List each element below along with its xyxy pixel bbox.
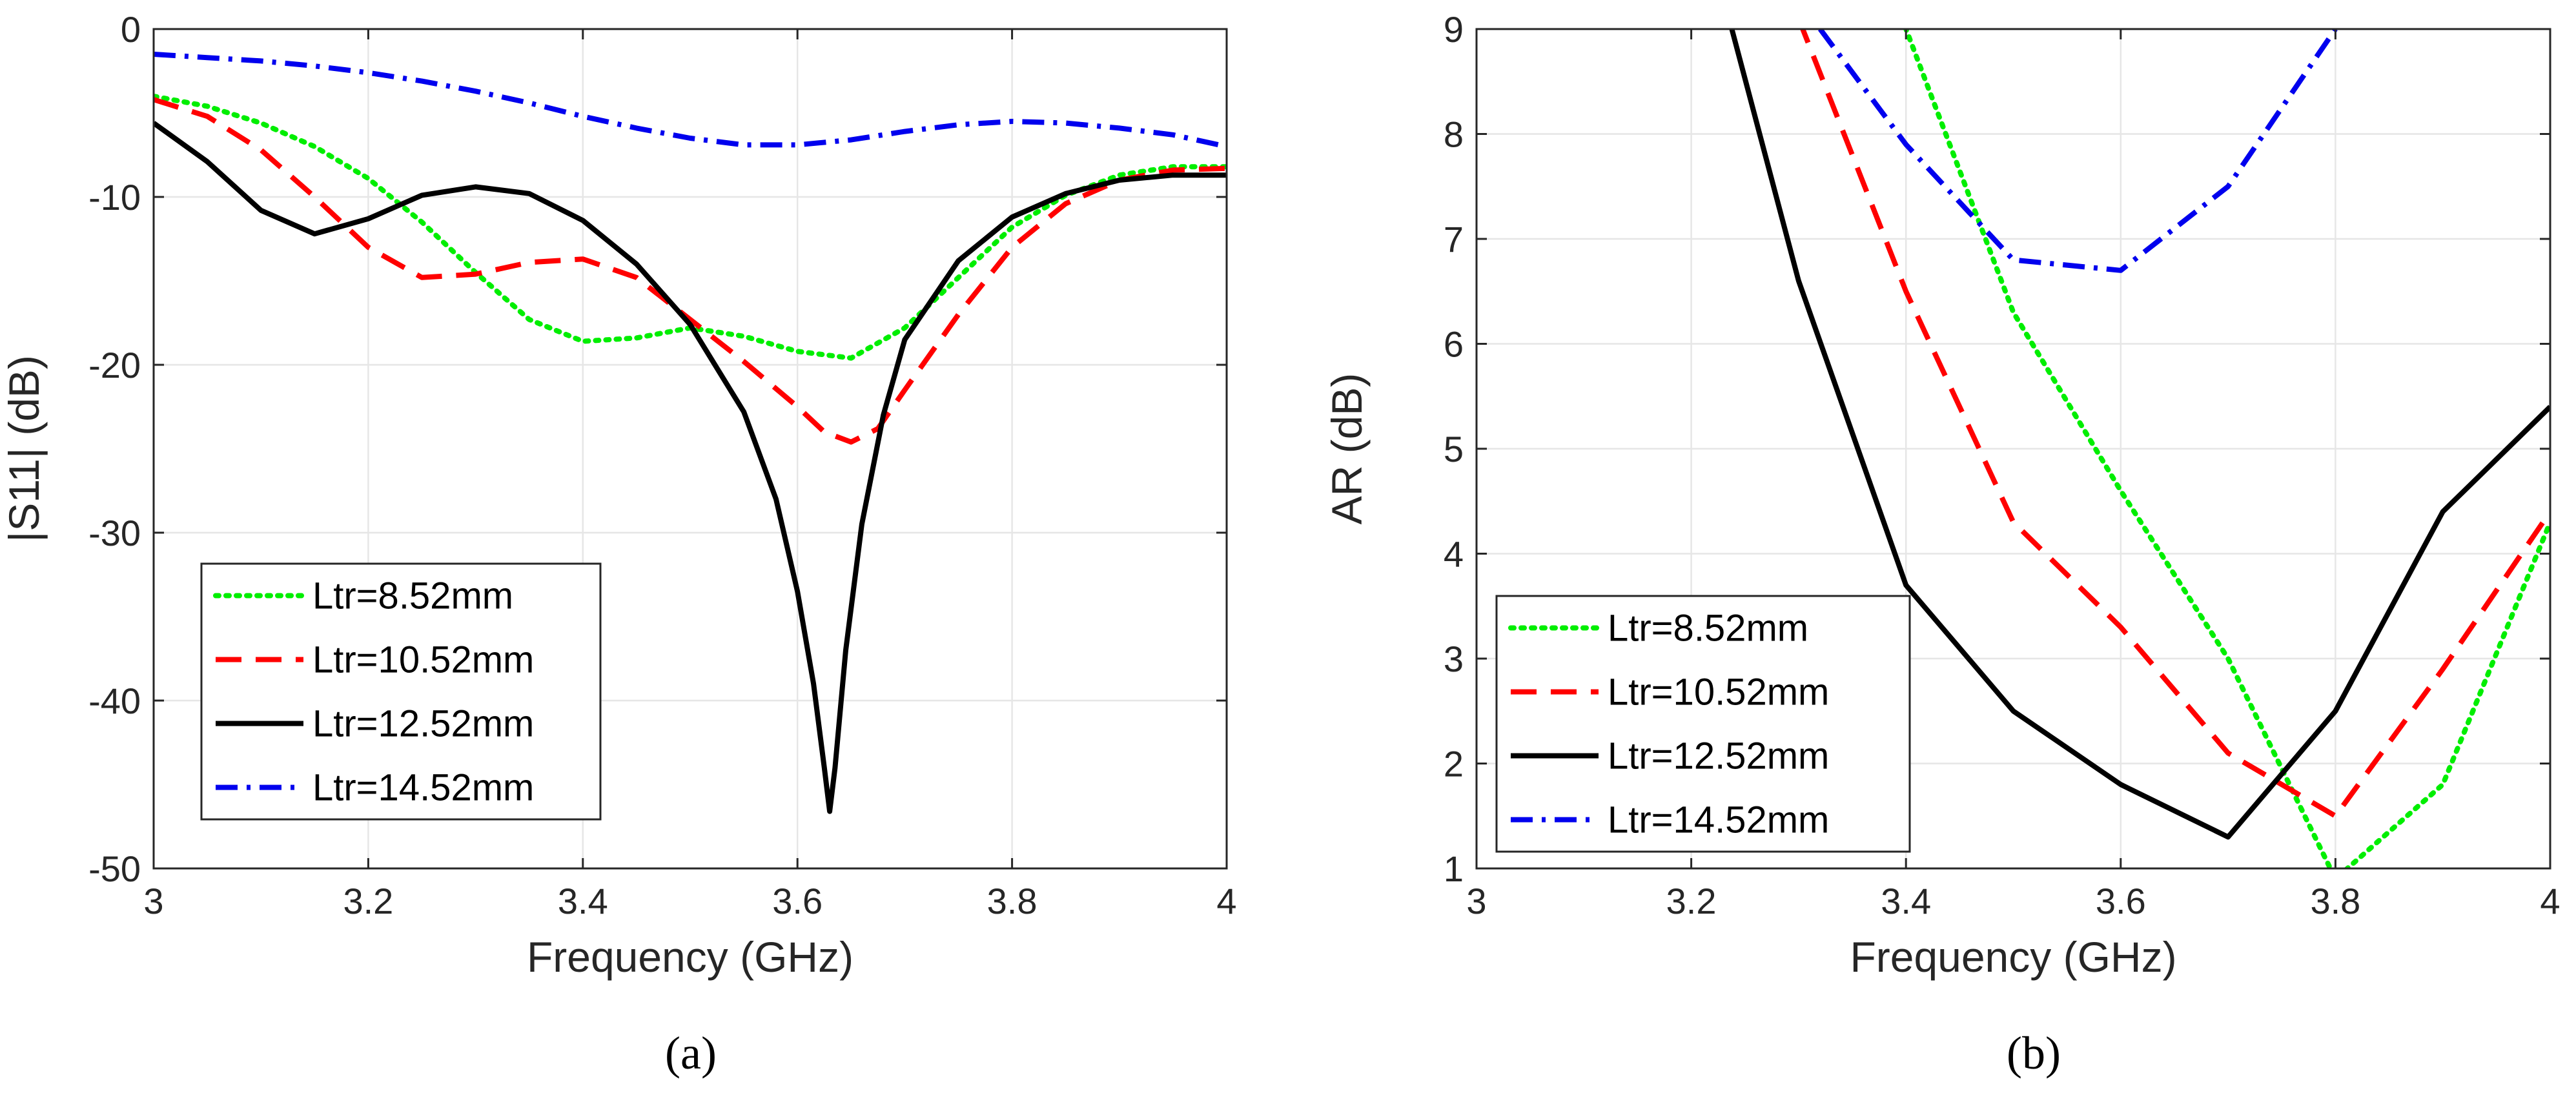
y-tick-label: -40	[88, 681, 141, 721]
y-axis-title: AR (dB)	[1323, 373, 1371, 525]
x-tick-label: 3.8	[2310, 881, 2360, 921]
y-tick-label: 6	[1444, 324, 1464, 365]
legend-label-2: Ltr=10.52mm	[312, 639, 534, 681]
x-tick-label: 3.4	[1881, 881, 1931, 921]
x-tick-label: 3.8	[987, 881, 1038, 921]
series-line-3	[1729, 29, 2550, 840]
legend-label-1: Ltr=8.52mm	[312, 575, 513, 617]
legend: Ltr=8.52mm Ltr=10.52mm Ltr=12.52mm Ltr=14.5…	[1495, 595, 1911, 853]
chart-b: 3 3.2 3.4 3.6 3.8 4 1 2 3 4 5 6 7 8 9 Frequency (GHz) AR…	[1323, 9, 2561, 1079]
legend-label-2: Ltr=10.52mm	[1608, 672, 1829, 713]
y-tick-label: 4	[1444, 534, 1464, 575]
y-tick-label: 8	[1444, 114, 1464, 155]
legend-box	[1495, 595, 1911, 853]
legend-label-1: Ltr=8.52mm	[1608, 608, 1808, 650]
y-tick-label: 3	[1444, 639, 1464, 679]
y-tick-label: -30	[88, 513, 141, 553]
legend-label-4: Ltr=14.52mm	[312, 767, 534, 809]
series-line-4	[1817, 29, 2338, 273]
x-tick-label: 3.4	[558, 881, 608, 921]
x-tick-label: 3	[143, 881, 163, 921]
series-line-3	[154, 121, 1227, 814]
x-tick-label: 3	[1466, 881, 1486, 921]
y-tick-label: 0	[121, 9, 141, 50]
x-tick-label: 4	[2540, 881, 2560, 921]
y-tick-label: 5	[1444, 429, 1464, 469]
chart-a: 3 3.2 3.4 3.6 3.8 4 -50 -40 -30 -20 -10 0 Frequency …	[0, 9, 1237, 1079]
x-tick-label: 4	[1216, 881, 1236, 921]
y-tick-label: -50	[88, 848, 141, 889]
y-axis-title: |S11| (dB)	[0, 355, 48, 542]
series-line-2	[1799, 29, 2550, 819]
series-line-2	[154, 97, 1227, 445]
figure-caption: (b)	[2007, 1027, 2061, 1079]
legend-label-3: Ltr=12.52mm	[312, 703, 534, 745]
x-tick-label: 3.2	[343, 881, 393, 921]
x-tick-label: 3.6	[2096, 881, 2146, 921]
x-tick-label: 3.6	[772, 881, 823, 921]
axes-box	[152, 28, 1228, 870]
y-tick-label: 9	[1444, 9, 1464, 50]
legend-box	[200, 562, 602, 821]
series-line-1	[1903, 29, 2550, 868]
y-tick-label: 2	[1444, 744, 1464, 784]
x-tick-label: 3.2	[1666, 881, 1717, 921]
series-line-4	[154, 52, 1227, 149]
x-axis-title: Frequency (GHz)	[1850, 933, 2176, 981]
y-tick-label: 1	[1444, 848, 1464, 889]
legend-label-3: Ltr=12.52mm	[1608, 735, 1829, 777]
y-tick-label: 7	[1444, 219, 1464, 260]
y-tick-label: -10	[88, 177, 141, 218]
x-axis-title: Frequency (GHz)	[527, 933, 854, 981]
y-tick-label: -20	[88, 345, 141, 385]
figure-caption: (a)	[665, 1027, 717, 1079]
legend-label-4: Ltr=14.52mm	[1608, 799, 1829, 841]
legend: Ltr=8.52mm Ltr=10.52mm Ltr=12.52mm Ltr=14.5…	[200, 562, 602, 821]
